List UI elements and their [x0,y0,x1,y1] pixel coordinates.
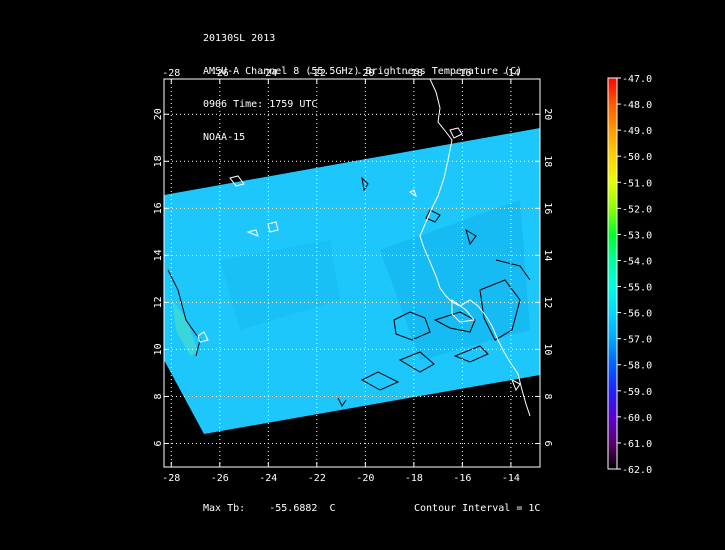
header-storm-id: 20130SL 2013 [203,33,276,44]
contour-interval: Contour Interval = 1C [414,503,541,514]
max-tb-readout: Max Tb: -55.6882 C [203,503,336,514]
lat-tick-label-right: 20 [542,108,553,120]
max-tb-label: Max Tb: [203,503,246,514]
lon-tick-label-bottom: -22 [308,473,326,484]
colorbar-label: -60.0 [622,413,652,424]
colorbar-label: -48.0 [622,100,652,111]
lon-tick-label-bottom: -16 [453,473,471,484]
lat-tick-label-left: 18 [153,155,164,167]
header-product: AMSU-A Channel 8 (55.5GHz) Brightness Te… [203,66,523,77]
temperature-contours [167,176,531,407]
lat-tick-label-left: 8 [153,393,164,399]
lat-tick-label-right: 8 [542,393,553,399]
colorbar-label: -54.0 [622,256,652,267]
lat-tick-label-right: 6 [542,440,553,446]
lon-tick-label-bottom: -28 [162,473,180,484]
lon-tick-label-top: -22 [308,68,326,79]
lon-tick-label-top: -18 [405,68,423,79]
swath-shading-2 [380,200,530,360]
swath-shading [220,240,340,330]
colorbar-label: -57.0 [622,335,652,346]
colorbar-label: -58.0 [622,361,652,372]
lon-tick-label-bottom: -20 [356,473,374,484]
header-satellite: NOAA-15 [203,132,246,143]
lat-tick-label-right: 12 [542,296,553,308]
colorbar-label: -51.0 [622,178,652,189]
colorbar-label: -52.0 [622,204,652,215]
lat-tick-label-right: 18 [542,155,553,167]
temperature-colorbar: -47.0 -48.0 -49.0 -50.0 -51.0 -52.0 -53.0 -54.0… [607,74,652,476]
header-time: 0906 Time: 1759 UTC [203,99,318,110]
lon-tick-label-bottom: -26 [211,473,229,484]
lat-tick-label-right: 14 [542,249,553,261]
lon-tick-label-top: -14 [502,68,520,79]
lat-tick-label-right: 10 [542,343,553,355]
lon-tick-label-top: -24 [259,68,277,79]
map-axis-ticks: -28 -28 -26 -26 -24 -24 -22 -22 -20 -20 -18 -18 -16 -… [153,68,553,484]
satellite-swath [164,128,540,434]
lon-tick-label-top: -28 [162,68,180,79]
lat-tick-label-left: 6 [153,440,164,446]
coastline [197,79,531,417]
lon-tick-label-top: -26 [211,68,229,79]
lon-tick-label-top: -20 [356,68,374,79]
colorbar-label: -55.0 [622,283,652,294]
max-tb-value: -55.6882 [269,503,318,514]
colorbar-label: -62.0 [622,465,652,476]
lat-tick-label-left: 14 [153,249,164,261]
lon-tick-label-top: -16 [453,68,471,79]
colorbar-label: -47.0 [622,74,652,85]
colorbar-label: -59.0 [622,387,652,398]
lat-tick-label-left: 20 [153,108,164,120]
lat-tick-label-left: 12 [153,296,164,308]
colorbar-label: -56.0 [622,309,652,320]
map-header: 20130SL 2013 AMSU-A Channel 8 (55.5GHz) … [203,11,522,154]
colorbar-label: -53.0 [622,230,652,241]
lat-lon-grid [164,79,540,467]
lat-tick-label-left: 16 [153,202,164,214]
map-frame [163,78,541,468]
colorbar-label: -49.0 [622,126,652,137]
lon-tick-label-bottom: -24 [259,473,277,484]
lat-tick-label-left: 10 [153,343,164,355]
colorbar-label: -61.0 [622,439,652,450]
lon-tick-label-bottom: -14 [502,473,520,484]
lat-tick-label-right: 16 [542,202,553,214]
swath-warm-patch [172,300,198,356]
max-tb-unit: C [329,503,336,514]
colorbar-gradient [607,77,618,470]
lon-tick-label-bottom: -18 [405,473,423,484]
colorbar-label: -50.0 [622,152,652,163]
